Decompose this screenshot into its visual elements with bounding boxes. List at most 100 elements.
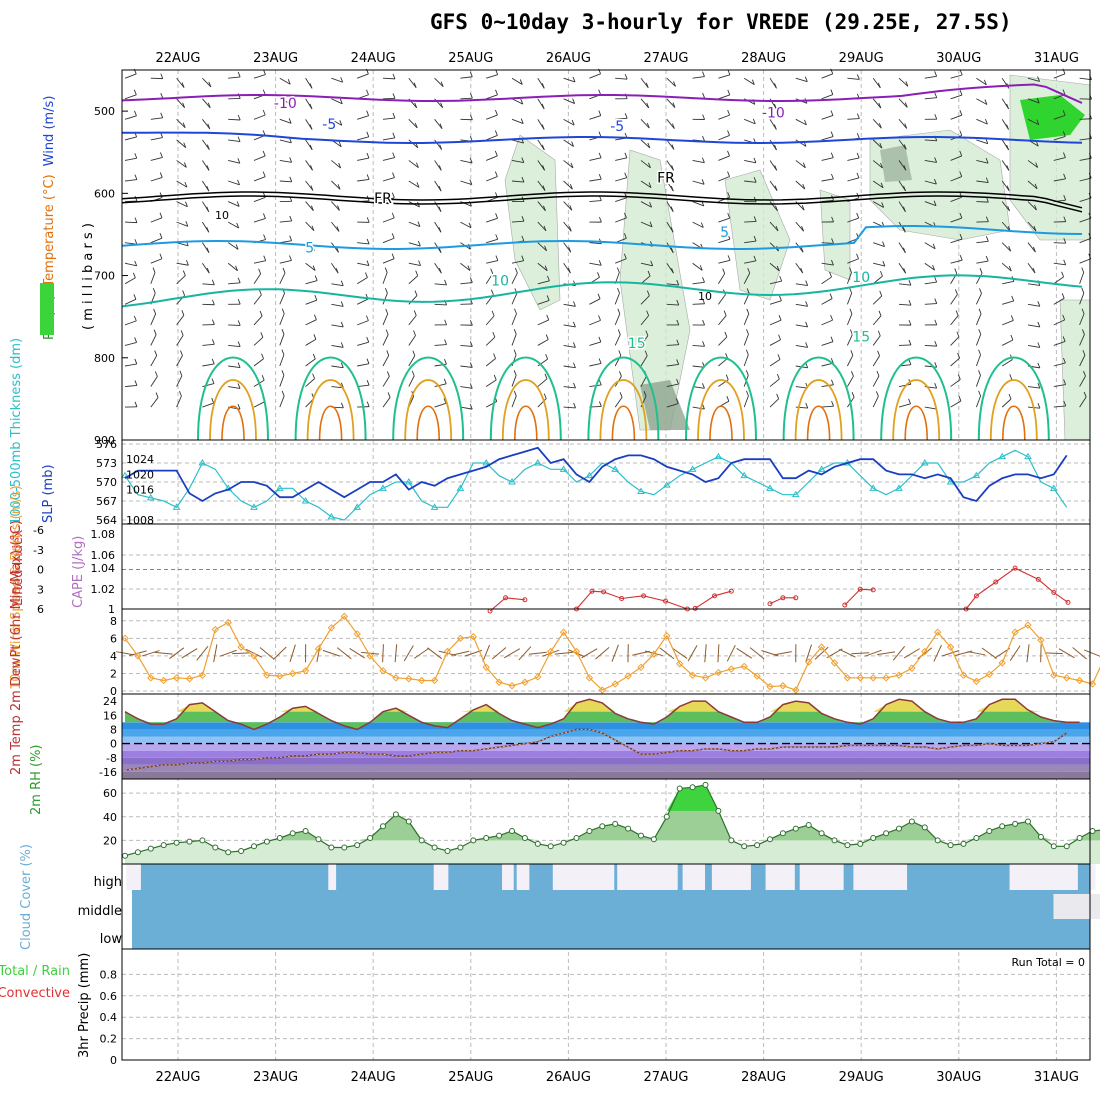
wind-barb — [511, 220, 524, 223]
wind-barb-flag — [881, 202, 885, 208]
wind-speed-point — [740, 662, 748, 671]
wind-barb-flag — [702, 383, 705, 389]
wind-barb-flag — [309, 83, 313, 89]
wind-barb-flag — [211, 319, 215, 325]
wind-barb — [357, 384, 370, 388]
wind-speed-point — [637, 663, 645, 672]
wind-barb-flag — [934, 383, 938, 389]
wind-barb-flag — [1033, 246, 1036, 253]
wind-barb-flag — [985, 216, 989, 222]
contour-label: 15 — [852, 329, 870, 345]
wind-barb — [692, 262, 703, 271]
rh-point — [986, 827, 993, 834]
isotherm-20 — [209, 379, 257, 441]
wind-barb-flag — [753, 177, 757, 183]
surface-wind-barb — [1058, 648, 1075, 659]
wind-speed-point — [546, 647, 555, 656]
wind-barb — [382, 376, 390, 387]
wind-barb-flag — [598, 315, 601, 321]
wind-barb — [202, 283, 215, 286]
wind-barb-flag — [725, 374, 729, 380]
wind-barb — [718, 74, 731, 79]
wind-barb — [537, 358, 548, 367]
wind-barb-flag — [1006, 165, 1010, 171]
wind-barb — [537, 180, 546, 191]
wind-barb-flag — [493, 353, 496, 359]
wind-barb-flag — [617, 287, 620, 294]
wind-barb — [408, 315, 417, 326]
wind-barb-flag — [281, 370, 285, 376]
wind-barb-flag — [366, 110, 370, 116]
surface-wind-barb — [213, 644, 218, 663]
wind-barb-flag — [725, 353, 729, 359]
wind-barb-flag — [726, 396, 730, 402]
wind-barb-flag — [932, 243, 936, 249]
y-tick-label-li: -3 — [33, 544, 44, 557]
surface-wind-barb — [877, 651, 896, 656]
wind-speed-point — [895, 671, 903, 679]
wind-barb — [692, 180, 705, 185]
isotherm-25 — [221, 405, 245, 441]
wind-barb — [589, 262, 602, 266]
wind-barb — [1001, 398, 1012, 408]
wind-barb — [434, 383, 447, 387]
wind-barb-flag — [568, 226, 572, 232]
wind-speed-point — [959, 671, 968, 679]
lifted-index-point — [728, 588, 734, 594]
y-axis-unit: ( m i l l i b a r s ) — [81, 223, 96, 330]
wind-barb — [666, 383, 679, 387]
wind-barb — [1027, 345, 1040, 348]
y-tick-label-wind: 2 — [110, 667, 117, 680]
wind-barb-flag — [831, 238, 834, 244]
wind-barb — [150, 376, 158, 387]
wind-barb-flag — [959, 171, 963, 177]
wind-speed-point — [250, 652, 258, 660]
series-wind-speed — [124, 615, 1100, 691]
wind-barb — [176, 119, 186, 129]
wind-barb — [511, 272, 518, 284]
contour-label: 10 — [491, 273, 509, 289]
wind-barb — [795, 303, 808, 307]
wind-barb — [795, 160, 806, 169]
wind-barb — [640, 375, 647, 387]
y2-tick-label-slp: 1016 — [126, 484, 154, 497]
rh-point — [676, 785, 683, 792]
wind-speed-point — [804, 658, 813, 666]
wind-barb-flag — [805, 402, 809, 409]
wind-barb-flag — [134, 239, 138, 245]
wind-barb — [202, 119, 211, 130]
isotherm-line — [121, 225, 1083, 250]
wind-speed-point — [663, 631, 671, 640]
wind-barb-flag — [206, 185, 210, 192]
wind-barb-flag — [289, 255, 292, 261]
wind-barb-flag — [154, 350, 158, 356]
cloud-gap-high — [765, 864, 795, 890]
wind-barb-flag — [856, 172, 860, 179]
rh-point — [496, 832, 503, 839]
rh-point — [779, 830, 786, 837]
thickness-point — [972, 471, 981, 479]
wind-speed-point — [237, 643, 245, 651]
wind-barb-flag — [159, 172, 163, 178]
thickness-point — [585, 471, 594, 479]
surface-wind-barb — [219, 649, 237, 657]
wind-barb-flag — [618, 350, 622, 356]
wind-barb — [795, 221, 804, 232]
wind-barb-flag — [774, 165, 778, 171]
rh-point — [122, 852, 128, 859]
wind-barb-flag — [182, 270, 186, 276]
wind-barb-flag — [880, 162, 883, 169]
thickness-point — [172, 503, 181, 510]
rh-point — [225, 849, 232, 856]
wind-barb-flag — [413, 310, 417, 316]
wind-barb — [976, 118, 988, 125]
wind-barb — [975, 354, 981, 367]
wind-barb-flag — [978, 390, 982, 397]
wind-barb — [408, 180, 420, 188]
wind-barb — [537, 299, 550, 305]
wind-barb-flag — [1082, 350, 1086, 356]
surface-wind-barb — [672, 647, 688, 659]
thickness-slp-panel — [121, 446, 1068, 521]
wind-barb — [279, 293, 285, 305]
wind-barb-flag — [1062, 314, 1066, 321]
